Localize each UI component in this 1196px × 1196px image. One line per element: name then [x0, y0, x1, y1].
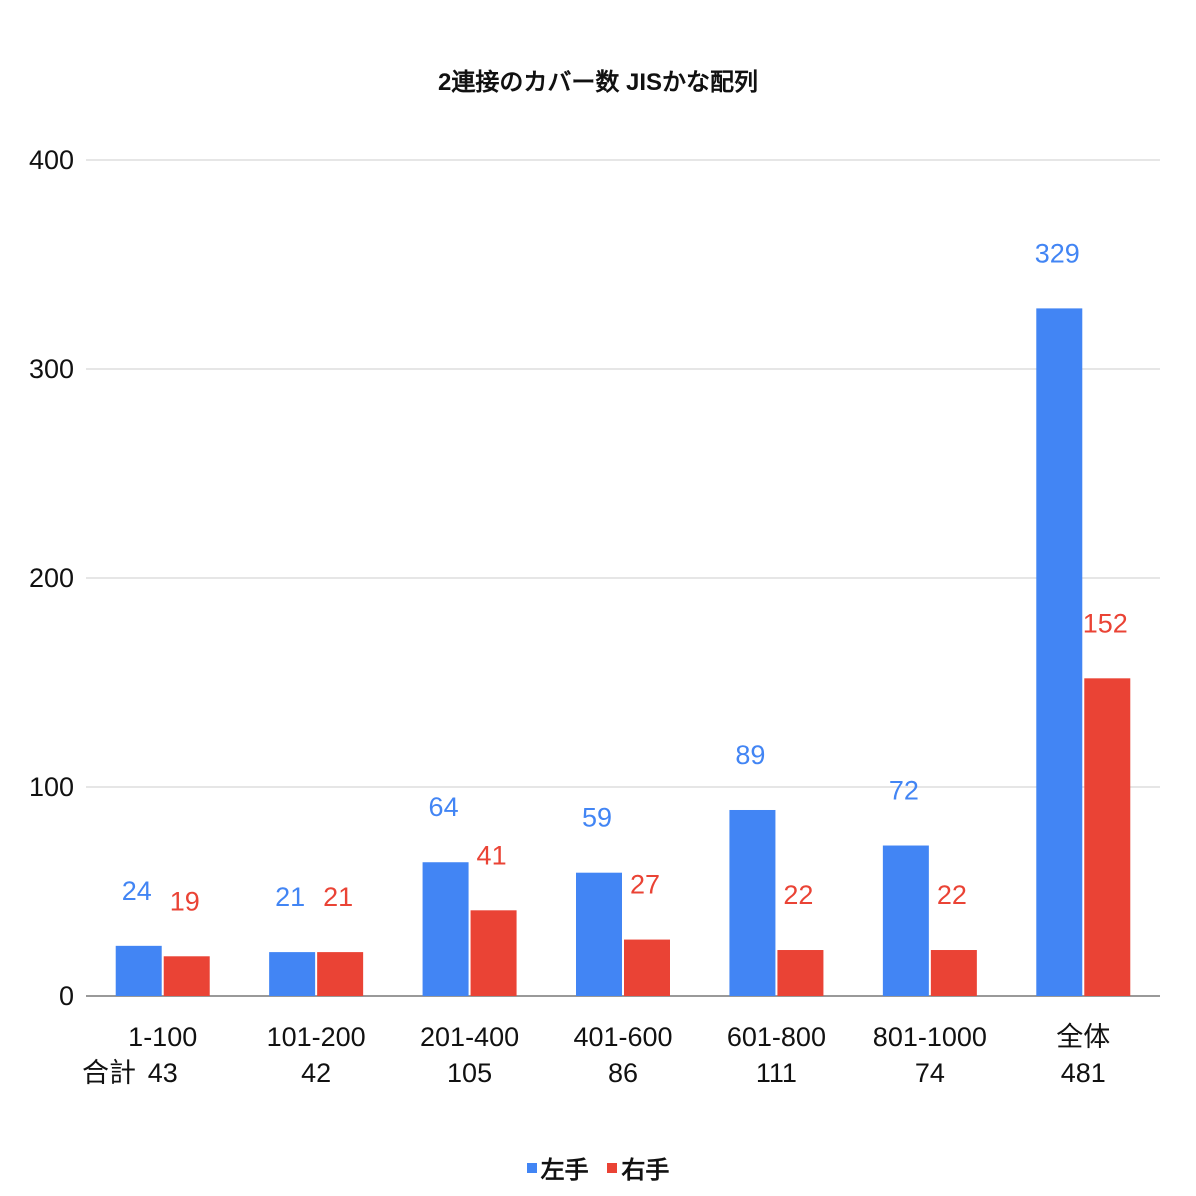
data-label: 89 — [735, 740, 765, 770]
bar — [1084, 678, 1131, 996]
data-label: 59 — [582, 803, 612, 833]
data-label: 19 — [170, 886, 200, 916]
bar — [1036, 308, 1083, 996]
y-tick-label: 200 — [29, 563, 74, 593]
x-tick-label: 201-400 — [420, 1022, 519, 1052]
data-label: 152 — [1083, 608, 1128, 638]
x-tick-label: 801-1000 — [873, 1022, 987, 1052]
bar — [115, 945, 162, 996]
bar — [624, 939, 670, 996]
legend-label-left: 左手 — [540, 1157, 589, 1184]
bar — [882, 845, 929, 996]
totals-row-label: 合計 — [82, 1058, 136, 1088]
chart-title: 2連接のカバー数 JISかな配列 — [437, 69, 759, 96]
data-label: 22 — [783, 880, 813, 910]
data-label: 21 — [323, 882, 353, 912]
legend: 左手 右手 — [0, 1150, 1196, 1185]
data-label: 24 — [122, 876, 152, 906]
legend-item-right: 右手 — [607, 1150, 669, 1185]
total-label: 74 — [915, 1058, 945, 1088]
y-tick-label: 0 — [59, 981, 74, 1011]
y-tick-label: 100 — [29, 772, 74, 802]
data-label: 21 — [275, 882, 305, 912]
legend-swatch-right — [607, 1162, 618, 1173]
legend-swatch-left — [526, 1162, 537, 1173]
data-label: 64 — [429, 792, 459, 822]
bar — [930, 950, 977, 996]
legend-item-left: 左手 — [526, 1150, 589, 1185]
total-label: 42 — [301, 1058, 331, 1088]
bar — [729, 809, 776, 996]
total-label: 481 — [1061, 1058, 1106, 1088]
data-label: 72 — [889, 776, 919, 806]
total-label: 111 — [756, 1058, 797, 1088]
bar — [422, 862, 469, 996]
data-label: 27 — [630, 870, 660, 900]
x-tick-label: 全体 — [1056, 1022, 1110, 1052]
bar — [317, 952, 364, 996]
bar — [777, 950, 824, 996]
x-tick-label: 401-600 — [573, 1022, 672, 1052]
data-label: 22 — [937, 880, 967, 910]
total-label: 105 — [447, 1058, 492, 1088]
total-label: 86 — [608, 1058, 638, 1088]
legend-label-right: 右手 — [621, 1157, 670, 1184]
y-tick-label: 300 — [29, 354, 74, 384]
x-tick-label: 601-800 — [727, 1022, 826, 1052]
x-tick-label: 101-200 — [267, 1022, 366, 1052]
bar — [269, 952, 316, 996]
y-tick-label: 400 — [29, 145, 74, 175]
data-label: 329 — [1035, 238, 1080, 268]
bar — [576, 872, 622, 996]
bar — [470, 910, 517, 996]
total-label: 43 — [148, 1058, 178, 1088]
data-label: 41 — [477, 840, 507, 870]
x-tick-label: 1-100 — [128, 1022, 197, 1052]
bar — [163, 956, 210, 996]
